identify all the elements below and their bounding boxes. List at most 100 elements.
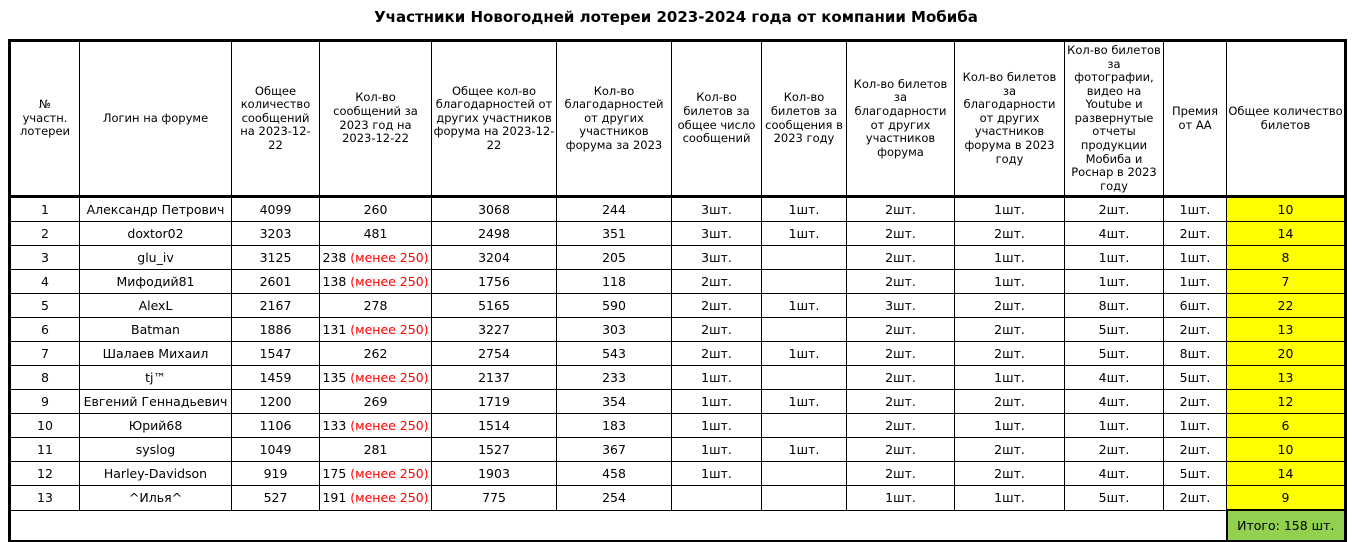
cell-tickets-msgs-2023: 1шт.: [761, 196, 847, 223]
cell-num: 12: [9, 461, 80, 487]
cell-premium-aa: 1шт.: [1163, 245, 1227, 271]
cell-total-tickets: 13: [1226, 317, 1346, 343]
table-row: 2 doxtor02 3203 481 2498 351 3шт. 1шт. 2шт. 2шт. 4…: [9, 221, 1346, 247]
cell-tickets-msgs-2023: 1шт.: [761, 341, 847, 367]
cell-tickets-msgs-2023: [761, 413, 847, 439]
below-threshold-note: (менее 250): [350, 418, 429, 434]
table-body: 1 Александр Петрович 4099 260 3068 244 3шт. 1шт…: [9, 196, 1346, 511]
cell-tickets-total-msgs: 1шт.: [671, 461, 762, 487]
cell-tickets-thanks-2023: 1шт.: [954, 413, 1065, 439]
cell-total-thanks: 2137: [431, 365, 557, 391]
below-threshold-note: (менее 250): [350, 370, 429, 386]
cell-total-msgs: 1200: [231, 389, 320, 415]
cell-num: 13: [9, 485, 80, 511]
cell-tickets-thanks-2023: 2шт.: [954, 461, 1065, 487]
cell-thanks-2023: 354: [556, 389, 672, 415]
cell-thanks-2023: 590: [556, 293, 672, 319]
cell-tickets-media: 5шт.: [1064, 485, 1164, 511]
col-header-tickets-msgs-2023: Кол-во билетов за сообщения в 2023 году: [761, 39, 847, 199]
cell-num: 6: [9, 317, 80, 343]
col-header-tickets-thanks: Кол-во билетов за благодарности от други…: [846, 39, 955, 199]
cell-tickets-total-msgs: 3шт.: [671, 221, 762, 247]
cell-premium-aa: 1шт.: [1163, 413, 1227, 439]
cell-tickets-thanks: 2шт.: [846, 461, 955, 487]
cell-total-msgs: 527: [231, 485, 320, 511]
cell-total-thanks: 1719: [431, 389, 557, 415]
cell-total-tickets: 8: [1226, 245, 1346, 271]
cell-tickets-thanks: 2шт.: [846, 437, 955, 463]
cell-tickets-thanks-2023: 1шт.: [954, 485, 1065, 511]
cell-login: AlexL: [79, 293, 232, 319]
cell-premium-aa: 2шт.: [1163, 389, 1227, 415]
cell-total-tickets: 14: [1226, 221, 1346, 247]
cell-total-thanks: 1527: [431, 437, 557, 463]
cell-total-thanks: 5165: [431, 293, 557, 319]
cell-login: ^Илья^: [79, 485, 232, 511]
cell-tickets-thanks: 3шт.: [846, 293, 955, 319]
cell-tickets-thanks-2023: 1шт.: [954, 196, 1065, 223]
table-row: 6 Batman 1886 131 (менее 250) 3227 303 2шт. 2шт…: [9, 317, 1346, 343]
cell-total-thanks: 3068: [431, 196, 557, 223]
cell-tickets-thanks: 2шт.: [846, 341, 955, 367]
cell-tickets-thanks: 2шт.: [846, 317, 955, 343]
cell-tickets-thanks-2023: 1шт.: [954, 245, 1065, 271]
cell-total-thanks: 1514: [431, 413, 557, 439]
cell-total-msgs: 2601: [231, 269, 320, 295]
cell-thanks-2023: 254: [556, 485, 672, 511]
cell-tickets-thanks: 2шт.: [846, 413, 955, 439]
cell-login: syslog: [79, 437, 232, 463]
cell-total-tickets: 12: [1226, 389, 1346, 415]
cell-tickets-thanks-2023: 1шт.: [954, 365, 1065, 391]
cell-tickets-thanks: 2шт.: [846, 245, 955, 271]
cell-premium-aa: 1шт.: [1163, 196, 1227, 223]
cell-premium-aa: 5шт.: [1163, 365, 1227, 391]
cell-tickets-thanks: 2шт.: [846, 221, 955, 247]
cell-msgs-2023: 260: [319, 196, 432, 223]
cell-tickets-media: 1шт.: [1064, 413, 1164, 439]
cell-login: glu_iv: [79, 245, 232, 271]
cell-login: Harley-Davidson: [79, 461, 232, 487]
cell-tickets-thanks: 2шт.: [846, 389, 955, 415]
cell-total-msgs: 919: [231, 461, 320, 487]
cell-thanks-2023: 233: [556, 365, 672, 391]
cell-premium-aa: 8шт.: [1163, 341, 1227, 367]
footer-row: Итого: 158 шт.: [9, 509, 1347, 542]
cell-total-msgs: 1459: [231, 365, 320, 391]
cell-tickets-thanks: 2шт.: [846, 196, 955, 223]
col-header-login: Логин на форуме: [79, 39, 232, 199]
cell-tickets-total-msgs: 3шт.: [671, 245, 762, 271]
cell-thanks-2023: 367: [556, 437, 672, 463]
col-header-total-msgs: Общее количество сообщений на 2023-12-22: [231, 39, 320, 199]
cell-total-tickets: 22: [1226, 293, 1346, 319]
col-header-tickets-media: Кол-во билетов за фотографии, видео на Y…: [1064, 39, 1164, 199]
table-row: 13 ^Илья^ 527 191 (менее 250) 775 254 1шт. 1шт.…: [9, 485, 1346, 511]
cell-msgs-2023: 133 (менее 250): [319, 413, 432, 439]
cell-tickets-thanks-2023: 2шт.: [954, 293, 1065, 319]
cell-tickets-media: 2шт.: [1064, 437, 1164, 463]
cell-tickets-total-msgs: 2шт.: [671, 341, 762, 367]
cell-num: 5: [9, 293, 80, 319]
below-threshold-note: (менее 250): [350, 322, 429, 338]
cell-tickets-msgs-2023: [761, 365, 847, 391]
cell-msgs-2023: 281: [319, 437, 432, 463]
cell-num: 2: [9, 221, 80, 247]
cell-tickets-thanks-2023: 1шт.: [954, 269, 1065, 295]
cell-tickets-total-msgs: 2шт.: [671, 269, 762, 295]
cell-msgs-2023: 278: [319, 293, 432, 319]
page-title: Участники Новогодней лотереи 2023-2024 г…: [374, 8, 978, 26]
cell-total-thanks: 775: [431, 485, 557, 511]
col-header-total-tickets: Общее количество билетов: [1226, 39, 1346, 199]
cell-total-tickets: 14: [1226, 461, 1346, 487]
cell-total-thanks: 1903: [431, 461, 557, 487]
cell-msgs-2023: 262: [319, 341, 432, 367]
cell-num: 3: [9, 245, 80, 271]
table-row: 9 Евгений Геннадьевич 1200 269 1719 354 1шт. 1ш…: [9, 389, 1346, 415]
cell-total-msgs: 1049: [231, 437, 320, 463]
cell-tickets-total-msgs: 2шт.: [671, 293, 762, 319]
cell-tickets-media: 1шт.: [1064, 245, 1164, 271]
cell-tickets-msgs-2023: [761, 317, 847, 343]
table-header: № участн. лотереи Логин на форуме Общее …: [9, 39, 1346, 199]
cell-tickets-total-msgs: 3шт.: [671, 196, 762, 223]
cell-tickets-media: 4шт.: [1064, 389, 1164, 415]
